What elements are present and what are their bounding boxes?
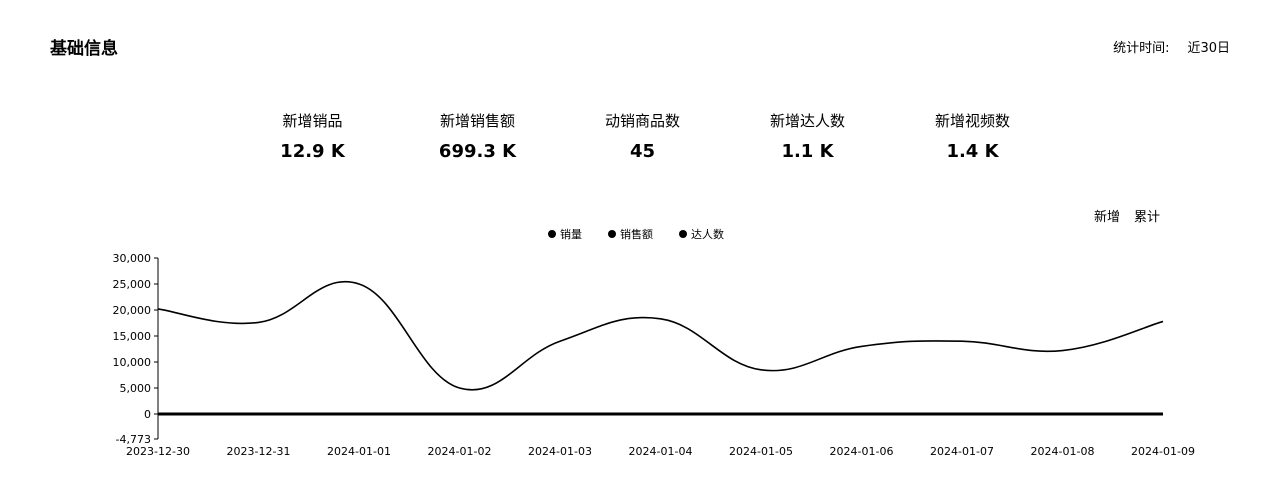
kpi-row: 新增销品 12.9 K 新增销售额 699.3 K 动销商品数 45 新增达人数… bbox=[230, 110, 1055, 162]
stat-time-selector[interactable]: 近30日 bbox=[1187, 41, 1230, 56]
x-tick-label: 2024-01-01 bbox=[327, 445, 391, 458]
kpi-new-sales-amount: 新增销售额 699.3 K bbox=[395, 110, 560, 162]
kpi-value: 45 bbox=[629, 141, 656, 162]
legend-item-sales-volume[interactable]: 销量 bbox=[548, 226, 582, 242]
x-tick-label: 2024-01-04 bbox=[629, 445, 693, 458]
y-tick-label: 25,000 bbox=[113, 278, 152, 291]
kpi-label: 新增销品 bbox=[282, 112, 343, 130]
x-tick-label: 2024-01-08 bbox=[1031, 445, 1095, 458]
x-tick-label: 2024-01-05 bbox=[729, 445, 793, 458]
legend-item-influencers[interactable]: 达人数 bbox=[679, 226, 724, 242]
x-tick-label: 2024-01-03 bbox=[528, 445, 592, 458]
kpi-value: 1.4 K bbox=[946, 141, 999, 162]
mode-toggle: 新增 累计 bbox=[1094, 206, 1160, 225]
legend-dot-icon bbox=[608, 230, 616, 238]
y-tick-label: 20,000 bbox=[113, 304, 152, 317]
chart-legend: 销量 销售额 达人数 bbox=[548, 226, 724, 242]
x-tick-label: 2024-01-09 bbox=[1131, 445, 1195, 458]
y-tick-label: 15,000 bbox=[113, 330, 152, 343]
x-tick-label: 2024-01-02 bbox=[428, 445, 492, 458]
kpi-value: 1.1 K bbox=[781, 141, 834, 162]
kpi-value: 12.9 K bbox=[280, 141, 345, 162]
legend-label: 达人数 bbox=[691, 228, 724, 241]
y-tick-label: 0 bbox=[144, 408, 151, 421]
legend-dot-icon bbox=[679, 230, 687, 238]
series-line-sales-volume bbox=[157, 281, 1164, 391]
legend-dot-icon bbox=[548, 230, 556, 238]
y-tick-label: 5,000 bbox=[120, 382, 152, 395]
legend-label: 销量 bbox=[560, 228, 582, 241]
stat-time: 统计时间: 近30日 bbox=[1113, 37, 1230, 56]
legend-label: 销售额 bbox=[620, 228, 653, 241]
stat-time-label: 统计时间: bbox=[1113, 41, 1170, 56]
x-tick-label: 2024-01-06 bbox=[830, 445, 894, 458]
y-tick-label: 10,000 bbox=[113, 356, 152, 369]
toggle-cumulative[interactable]: 累计 bbox=[1133, 210, 1160, 225]
x-tick-label: 2024-01-07 bbox=[930, 445, 994, 458]
kpi-label: 新增达人数 bbox=[769, 112, 845, 130]
kpi-new-sales-count: 新增销品 12.9 K bbox=[230, 110, 395, 162]
x-tick-label: 2023-12-30 bbox=[126, 445, 190, 458]
kpi-label: 新增销售额 bbox=[439, 112, 515, 130]
toggle-new[interactable]: 新增 bbox=[1093, 210, 1120, 225]
y-tick-label: -4,773 bbox=[116, 433, 151, 446]
kpi-new-videos: 新增视频数 1.4 K bbox=[890, 110, 1055, 162]
x-tick-label: 2023-12-31 bbox=[227, 445, 291, 458]
kpi-label: 动销商品数 bbox=[604, 112, 680, 130]
kpi-active-products: 动销商品数 45 bbox=[560, 110, 725, 162]
kpi-new-influencers: 新增达人数 1.1 K bbox=[725, 110, 890, 162]
kpi-value: 699.3 K bbox=[438, 141, 517, 162]
page-title: 基础信息 bbox=[50, 39, 118, 59]
kpi-label: 新增视频数 bbox=[934, 112, 1010, 130]
y-tick-label: 30,000 bbox=[113, 252, 152, 265]
legend-item-sales-amount[interactable]: 销售额 bbox=[608, 226, 653, 242]
